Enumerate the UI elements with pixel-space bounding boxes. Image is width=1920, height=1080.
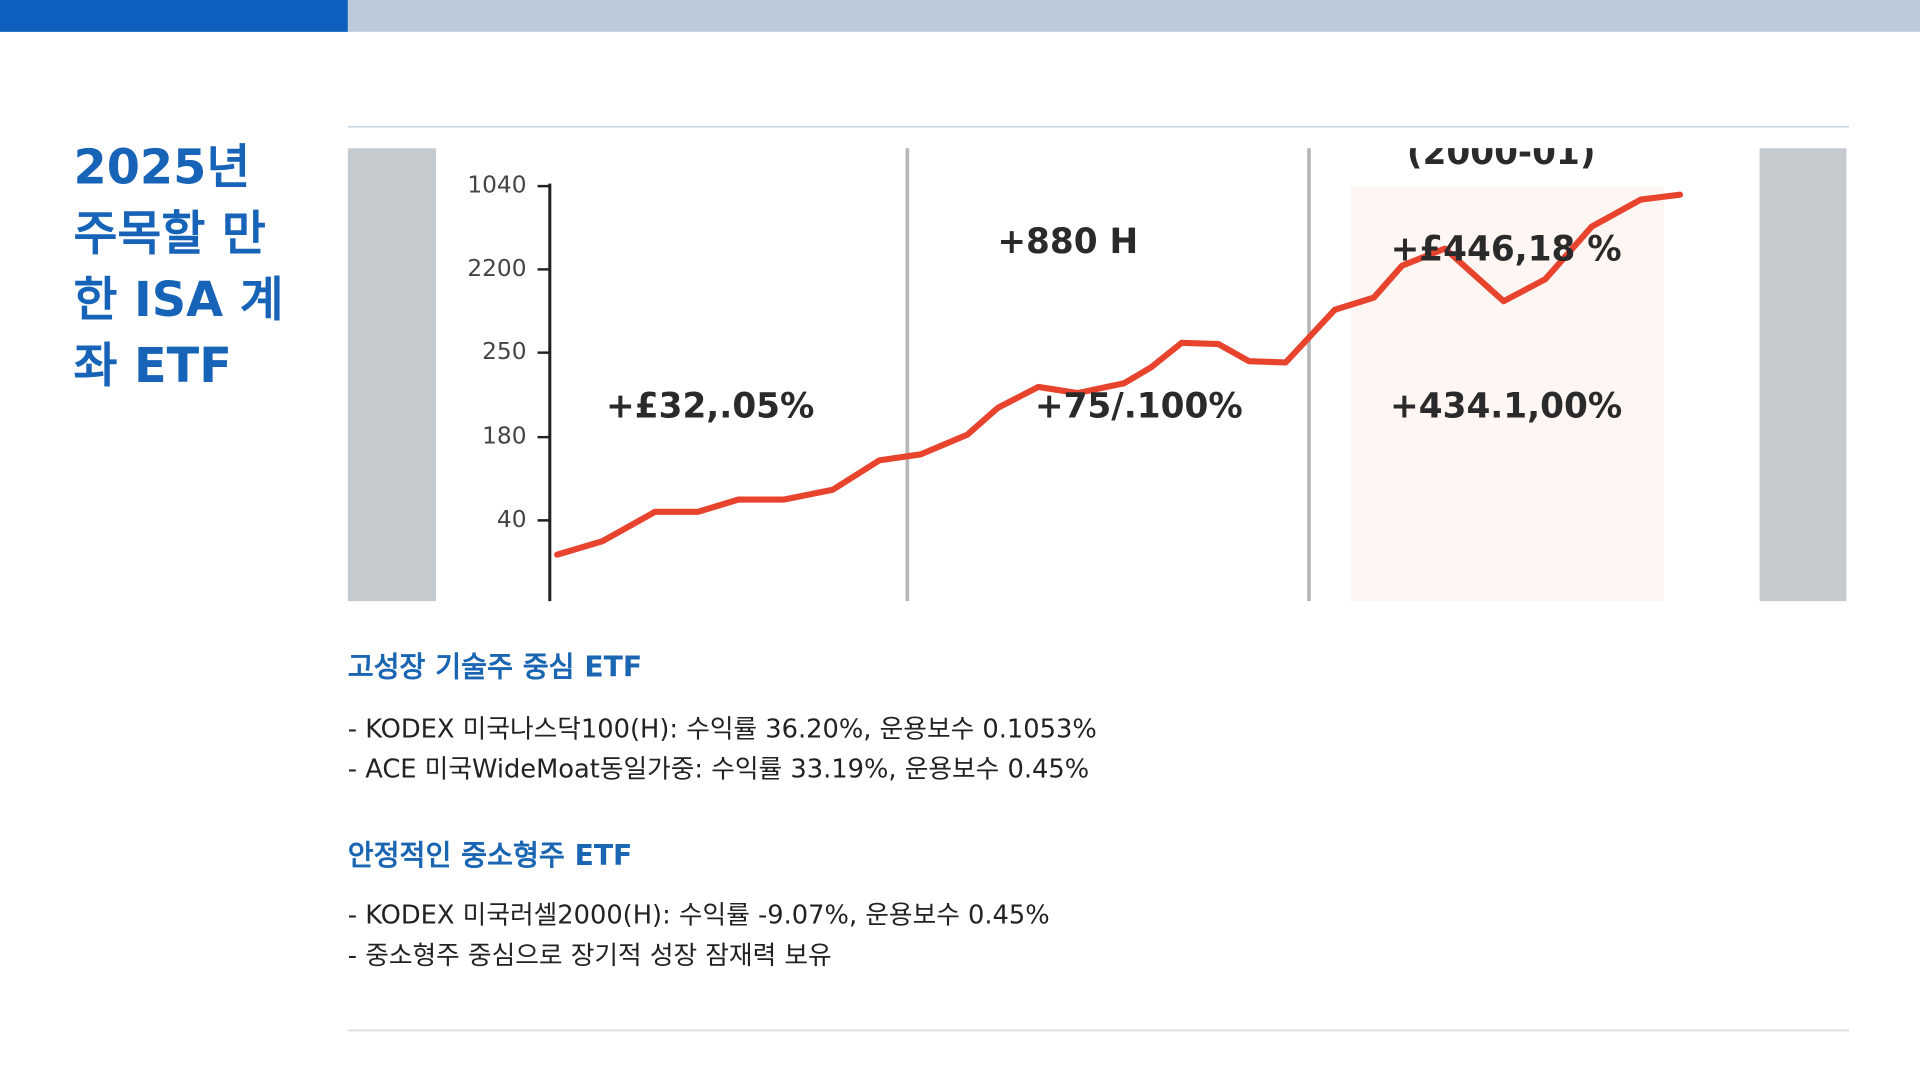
title-line: 한 ISA 계 (73, 273, 283, 328)
y-tick-label: 1040 (467, 172, 526, 199)
side-panel (347, 148, 436, 602)
bullet-item: - KODEX 미국나스닥100(H): 수익률 36.20%, 운용보수 0.… (348, 714, 1097, 744)
bullet-item: - KODEX 미국러셀2000(H): 수익률 -9.07%, 운용보수 0.… (348, 900, 1050, 930)
annotation: +75/.100% (1035, 386, 1243, 426)
annotation: +£32,.05% (606, 386, 814, 426)
tick-marks (537, 184, 550, 522)
highlight-region (1350, 186, 1665, 602)
y-tick-label: 40 (497, 506, 527, 533)
trend-line (554, 191, 1684, 558)
section-heading: 고성장 기술주 중심 ETF (348, 651, 642, 684)
bullet-item: - 중소형주 중심으로 장기적 성장 잠재력 보유 (348, 941, 832, 971)
section-heading: 안정적인 중소형주 ETF (348, 839, 633, 872)
annotation: (2000-01) (1407, 133, 1596, 173)
title-line: 좌 ETF (73, 339, 231, 394)
annotation: +£446,18 % (1391, 230, 1622, 270)
chart-image: 1040 2200 250 180 40 (2000-01) +880 H +£… (347, 133, 1847, 602)
top-bar-accent (0, 0, 348, 32)
title-line: 주목할 만 (73, 207, 265, 262)
bullet-item: - ACE 미국WideMoat동일가중: 수익률 33.19%, 운용보수 0… (348, 755, 1089, 785)
annotation: +880 H (997, 222, 1138, 262)
y-tick-label: 180 (482, 423, 526, 450)
y-tick-label: 2200 (467, 255, 526, 282)
side-panel (1759, 148, 1847, 602)
title-line: 2025년 (73, 141, 250, 196)
y-tick-label: 250 (482, 338, 526, 365)
annotation: +434.1,00% (1390, 386, 1622, 426)
